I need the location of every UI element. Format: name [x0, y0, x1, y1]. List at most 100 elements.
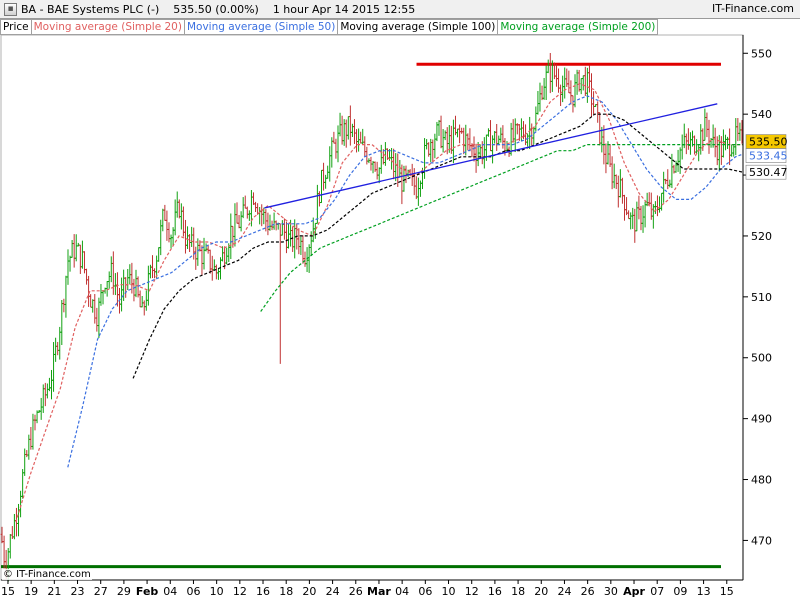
price-bar [165, 210, 169, 241]
price-bar [493, 130, 497, 144]
legend-item-ma100[interactable]: Moving average (Simple 100) [338, 19, 499, 35]
price-bar [350, 123, 354, 138]
price-bar [449, 125, 453, 154]
price-bar [210, 255, 214, 281]
price-bar [561, 75, 565, 103]
x-tick-label: 20 [302, 585, 316, 598]
price-bar [536, 90, 540, 115]
price-bar [458, 124, 462, 144]
price-bar [235, 202, 239, 224]
price-bar [348, 105, 352, 146]
price-bar [641, 205, 645, 233]
brand-name[interactable]: IT-Finance.com [712, 2, 794, 15]
price-bar [517, 124, 521, 141]
x-tick-label: 23 [71, 585, 85, 598]
price-bar [379, 144, 383, 174]
price-bar [548, 53, 552, 94]
chart-menu-icon[interactable]: ▪ [4, 2, 17, 16]
price-bar [705, 112, 709, 138]
price-bar [134, 269, 138, 298]
legend-item-ma200[interactable]: Moving average (Simple 200) [498, 19, 659, 35]
price-bar [554, 64, 558, 87]
price-bar [260, 204, 264, 227]
price-bar [664, 178, 668, 185]
price-bar [132, 278, 136, 302]
x-tick-label: 24 [326, 585, 340, 598]
price-bar [639, 205, 643, 231]
price-bar [291, 226, 295, 252]
moving-average-line-ma100 [132, 113, 744, 379]
price-bar [651, 204, 655, 229]
legend-item-ma50[interactable]: Moving average (Simple 50) [184, 19, 339, 35]
price-bar [272, 212, 276, 230]
x-tick-label: 21 [47, 585, 61, 598]
price-bar [674, 160, 678, 173]
x-tick-label: 12 [465, 585, 479, 598]
price-bar [583, 66, 587, 97]
chart-title-bar: ▪ BA - BAE Systems PLC (-) 535.50 (0.00%… [0, 0, 800, 19]
price-bar [629, 212, 633, 230]
price-bar [622, 194, 626, 221]
price-bar [416, 177, 420, 206]
price-bar [363, 136, 367, 157]
price-bar [305, 247, 309, 273]
price-bar [476, 142, 480, 167]
price-bar [47, 377, 51, 392]
price-bar [299, 236, 303, 255]
price-bar [462, 127, 466, 155]
price-bar [635, 201, 639, 232]
price-bar [239, 211, 243, 232]
price-bar [89, 294, 93, 308]
price-bar [542, 77, 546, 100]
price-bar [85, 268, 89, 285]
price-bar [495, 123, 499, 151]
price-bar [703, 108, 707, 141]
price-bar [592, 91, 596, 115]
price-bar [567, 70, 571, 94]
y-tick-label: 470 [751, 534, 772, 547]
timeframe-date: 1 hour Apr 14 2015 12:55 [272, 2, 416, 16]
indicator-legend: Price Moving average (Simple 20) Moving … [0, 19, 800, 35]
x-tick-label: 16 [488, 585, 502, 598]
price-label-text: 533.45 [749, 150, 788, 163]
price-label-text: 535.50 [749, 136, 788, 149]
legend-item-ma20[interactable]: Moving average (Simple 20) [31, 19, 185, 35]
price-bar [538, 82, 542, 112]
price-bar [627, 210, 631, 220]
price-bar [633, 208, 637, 243]
x-tick-label: 16 [256, 585, 270, 598]
x-tick-label: 06 [418, 585, 432, 598]
x-tick-label: 30 [604, 585, 618, 598]
price-bar [274, 220, 278, 231]
legend-item-price[interactable]: Price [0, 19, 32, 35]
x-tick-label: 10 [442, 585, 456, 598]
price-bar [456, 128, 460, 138]
price-bar [21, 469, 25, 499]
price-bar [54, 337, 58, 362]
price-bar [237, 215, 241, 229]
grid-layer [0, 34, 744, 581]
price-bar [598, 112, 602, 146]
price-change: 535.50 (0.00%) [173, 2, 259, 16]
price-bar [557, 68, 561, 93]
price-bar [532, 126, 536, 145]
price-bar [99, 284, 103, 306]
y-tick-label: 550 [751, 47, 772, 60]
x-tick-label: Apr [623, 585, 645, 598]
price-bar [126, 269, 130, 291]
price-bar [60, 300, 64, 346]
price-bar [344, 119, 348, 148]
price-bar [610, 156, 614, 190]
price-bar [604, 143, 608, 174]
price-bar [320, 169, 324, 204]
price-bar [101, 290, 105, 305]
price-bar [188, 234, 192, 252]
price-bar [254, 201, 258, 212]
price-bar [544, 65, 548, 101]
price-bar [713, 127, 717, 158]
price-bar [68, 255, 72, 272]
price-bar [486, 128, 490, 137]
price-bar [97, 297, 101, 339]
price-bar [668, 179, 672, 188]
